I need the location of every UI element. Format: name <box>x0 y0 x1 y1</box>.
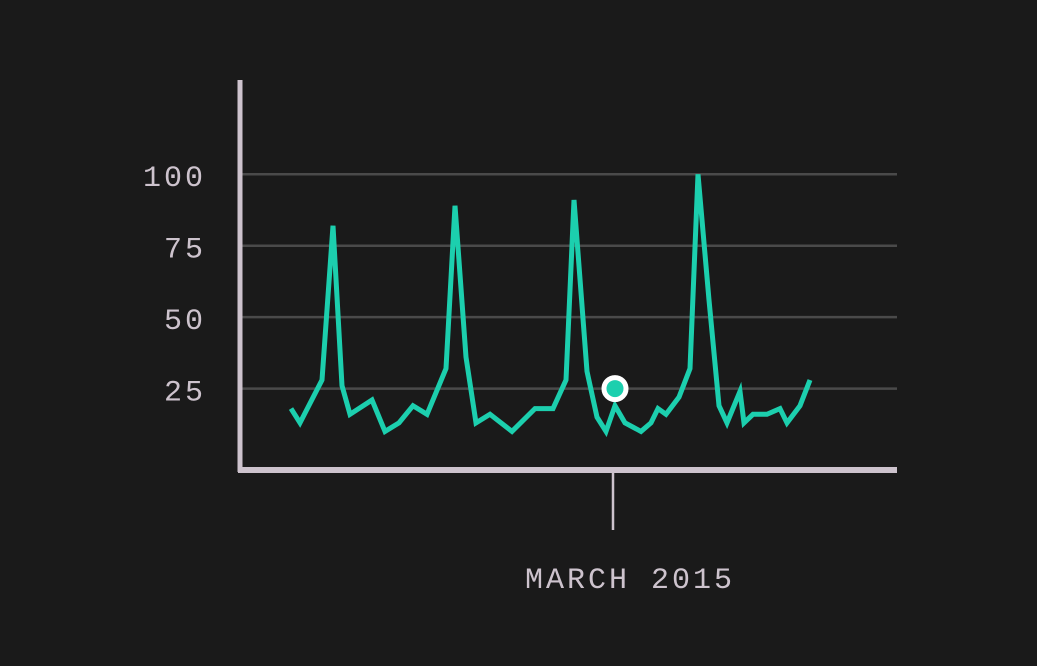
y-tick-label: 50 <box>164 305 206 339</box>
x-tick-label: MARCH 2015 <box>525 564 735 598</box>
highlight-point <box>601 375 629 403</box>
data-line <box>288 174 813 438</box>
y-tick-label: 100 <box>143 162 206 196</box>
y-tick-label: 75 <box>164 234 206 268</box>
y-tick-label: 25 <box>164 376 206 410</box>
